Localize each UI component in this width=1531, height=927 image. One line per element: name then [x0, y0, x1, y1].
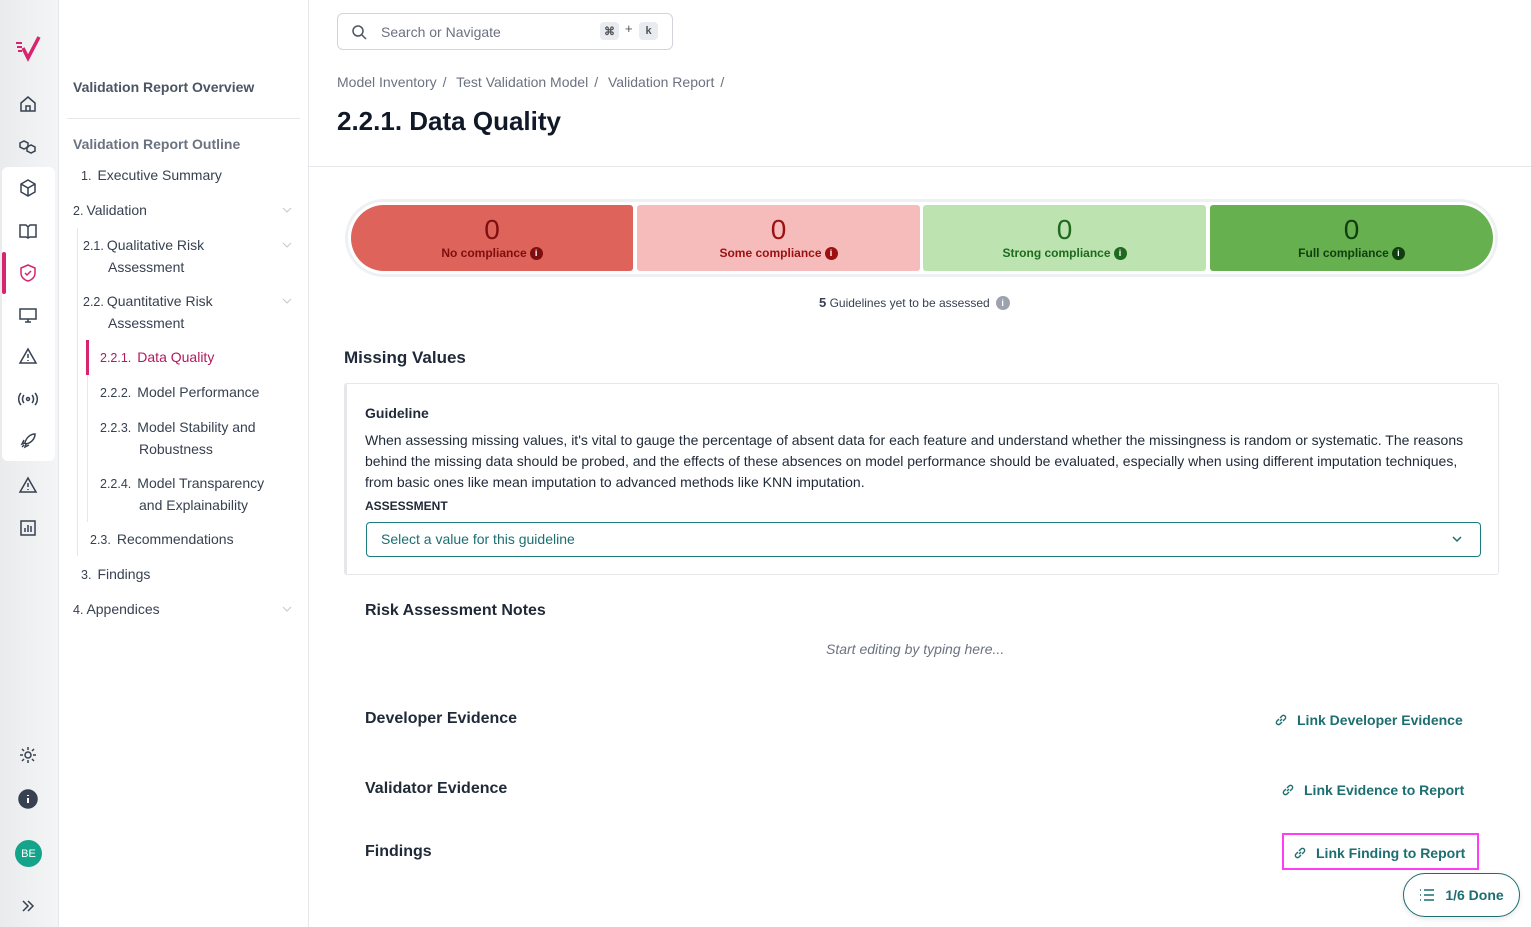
outline-heading: Validation Report Outline — [73, 136, 241, 152]
link-finding-button[interactable]: Link Finding to Report — [1292, 845, 1465, 861]
info-icon[interactable]: i — [995, 295, 1010, 310]
outline-item-active[interactable]: 2.2.1. Data Quality — [100, 349, 215, 365]
outline-item[interactable]: 2.1. Qualitative Risk Assessment — [83, 237, 205, 275]
outline-item[interactable]: 1. Executive Summary — [81, 167, 222, 183]
models-icon[interactable] — [17, 136, 39, 158]
list-icon — [1420, 889, 1435, 901]
search-input[interactable]: Search or Navigate ⌘ + k — [337, 13, 673, 50]
chevron-down-icon[interactable] — [282, 296, 292, 306]
assessment-select[interactable]: Select a value for this guideline — [366, 522, 1481, 557]
chevron-down-icon — [1452, 536, 1462, 543]
compliance-summary — [345, 199, 1498, 277]
guideline-text: When assessing missing values, it's vita… — [365, 432, 1464, 490]
outline-item[interactable]: 2.2.3. Model Stability and Robustness — [100, 419, 256, 457]
monitor-icon[interactable] — [17, 304, 39, 326]
expand-icon[interactable] — [17, 895, 39, 917]
page-title: 2.2.1. Data Quality — [337, 106, 561, 136]
overview-link[interactable]: Validation Report Overview — [73, 79, 255, 95]
cube-icon[interactable] — [17, 177, 39, 199]
info-icon[interactable]: i — [1391, 246, 1405, 260]
info-icon[interactable] — [17, 788, 39, 810]
compliance-1[interactable]: 0 Some compliance i — [637, 205, 920, 271]
book-icon[interactable] — [17, 220, 39, 242]
warning-icon[interactable] — [17, 345, 39, 367]
active-indicator — [2, 252, 6, 294]
outline-item[interactable]: 4. Appendices — [73, 601, 160, 617]
notes-editor[interactable]: Start editing by typing here... — [826, 641, 1005, 657]
section-title: Missing Values — [344, 348, 466, 367]
link-icon — [1275, 714, 1287, 726]
link-icon — [1294, 847, 1306, 859]
home-icon[interactable] — [17, 93, 39, 115]
compliance-0[interactable]: 0 No compliance i — [351, 205, 633, 271]
report-outline-sidebar: Validation Report Overview Validation Re… — [59, 0, 309, 927]
info-icon[interactable]: i — [529, 246, 543, 260]
alert-icon[interactable] — [17, 474, 39, 496]
outline-item[interactable]: 2.2.2. Model Performance — [100, 384, 260, 400]
compliance-3[interactable]: 0 Full compliance i — [1210, 205, 1493, 271]
link-validator-evidence-button[interactable]: Link Evidence to Report — [1280, 782, 1464, 798]
info-icon[interactable]: i — [1113, 246, 1127, 260]
signal-icon[interactable] — [17, 388, 39, 410]
breadcrumb: Model Inventory / Test Validation Model / … — [337, 74, 725, 90]
pending-guidelines: 5 Guidelines yet to be assessed i — [819, 295, 1010, 310]
info-icon[interactable]: i — [824, 246, 838, 260]
chevron-down-icon[interactable] — [282, 240, 292, 250]
compliance-2[interactable]: 0 Strong compliance i — [923, 205, 1206, 271]
link-developer-evidence-button[interactable]: Link Developer Evidence — [1273, 712, 1463, 728]
active-outline-indicator — [86, 340, 89, 375]
chevron-down-icon[interactable] — [282, 205, 292, 215]
chevron-down-icon[interactable] — [282, 604, 292, 614]
shield-check-icon[interactable] — [17, 262, 39, 284]
icon-rail: BE — [0, 0, 59, 927]
search-icon — [352, 25, 367, 40]
link-icon — [1282, 784, 1294, 796]
gear-icon[interactable] — [17, 744, 39, 766]
guideline-card — [344, 383, 1499, 575]
highlight-box — [1282, 833, 1479, 870]
progress-button[interactable]: 1/6 Done — [1403, 873, 1520, 917]
outline-item[interactable]: 2. Validation — [73, 202, 147, 218]
outline-item[interactable]: 3. Findings — [81, 566, 151, 582]
outline-item[interactable]: 2.2. Quantitative Risk Assessment — [83, 293, 213, 331]
logo-icon[interactable] — [14, 34, 42, 62]
outline-item[interactable]: 2.2.4. Model Transparency and Explainabili… — [100, 475, 265, 513]
outline-item[interactable]: 2.3. Recommendations — [90, 531, 234, 547]
avatar[interactable]: BE — [15, 840, 42, 867]
chart-icon[interactable] — [17, 517, 39, 539]
rocket-icon[interactable] — [17, 430, 39, 452]
